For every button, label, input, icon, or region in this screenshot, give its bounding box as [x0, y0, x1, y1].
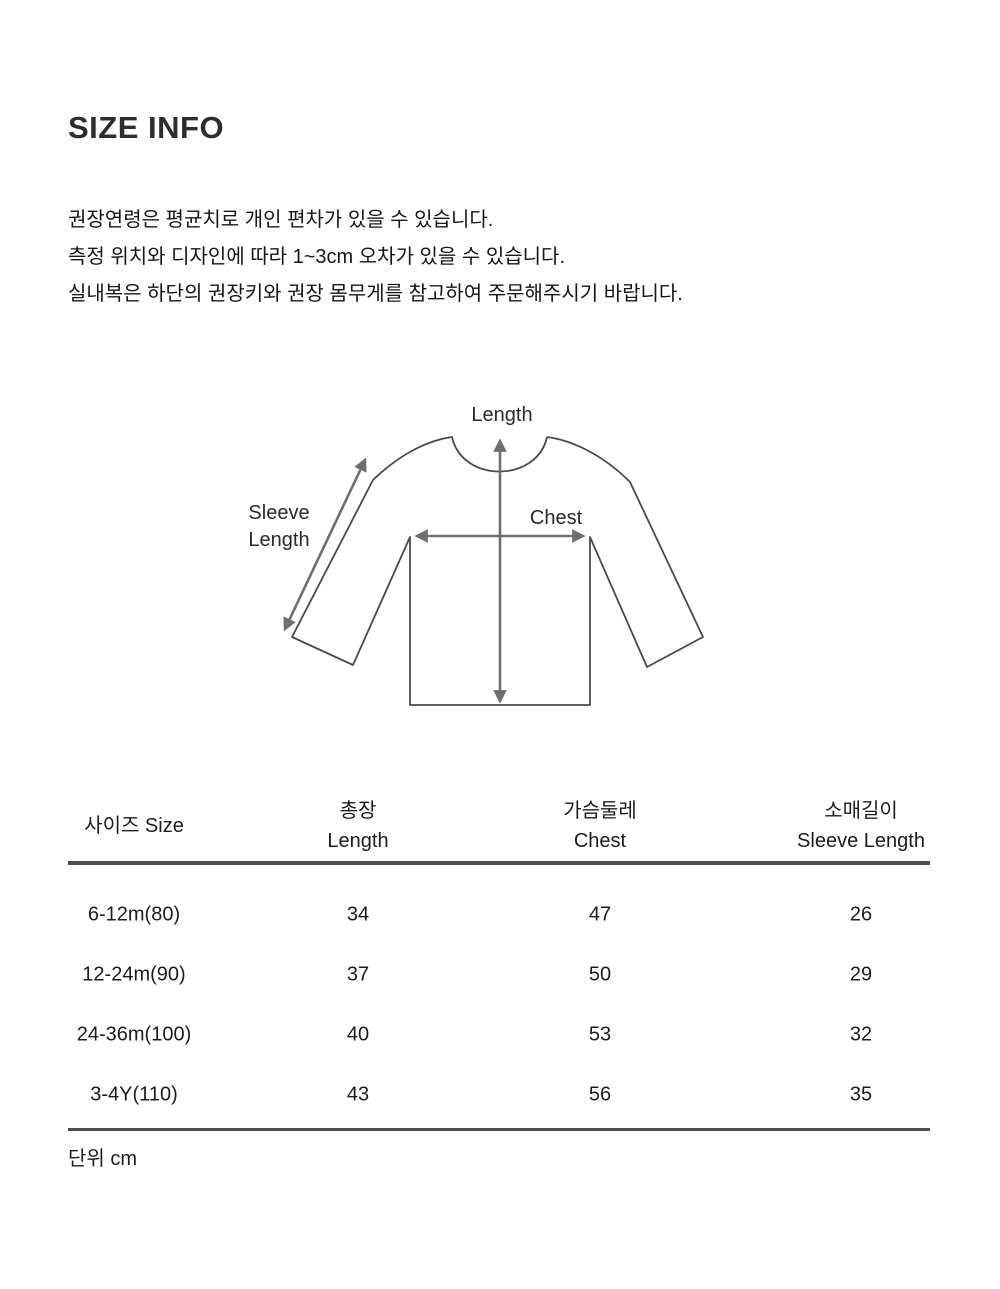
table-row: 6-12m(80) 34 47 26 — [68, 885, 930, 945]
sleeve-cell: 29 — [849, 963, 873, 986]
unit-label: 단위 cm — [68, 1148, 138, 1170]
length-cell: 40 — [346, 1023, 370, 1046]
table-bottom-line — [68, 1128, 930, 1131]
col-header-line: 사이즈 Size — [84, 815, 184, 837]
sleeve-length-arrow — [283, 457, 367, 632]
chest-cell: 47 — [588, 903, 612, 926]
chest-label: Chest — [530, 507, 583, 529]
col-header-chest: 가슴둘레 Chest — [563, 796, 637, 856]
chest-cell: 56 — [588, 1083, 612, 1106]
chest-cell: 53 — [588, 1023, 612, 1046]
col-header-line: Sleeve Length — [797, 830, 925, 852]
size-cell: 12-24m(90) — [82, 963, 186, 986]
note-line: 권장연령은 평균치로 개인 편차가 있을 수 있습니다. — [68, 209, 494, 231]
sleeve-label-line1: Sleeve — [248, 502, 309, 524]
table-row: 12-24m(90) 37 50 29 — [68, 945, 930, 1005]
length-cell: 34 — [346, 903, 370, 926]
length-cell: 43 — [346, 1083, 370, 1106]
size-notes: 권장연령은 평균치로 개인 편차가 있을 수 있습니다. 측정 위치와 디자인에… — [68, 202, 683, 313]
col-header-line: 가슴둘레 — [563, 800, 637, 822]
size-table-body: 6-12m(80) 34 47 26 12-24m(90) 37 50 29 2… — [68, 865, 930, 1125]
garment-measurement-diagram: Length Chest Sleeve Length — [248, 404, 704, 706]
col-header-size: 사이즈 Size — [84, 811, 184, 841]
note-line: 측정 위치와 디자인에 따라 1~3cm 오차가 있을 수 있습니다. — [68, 246, 565, 268]
page-title: SIZE INFO — [68, 110, 225, 145]
col-header-line: Chest — [573, 830, 627, 852]
sleeve-cell: 32 — [849, 1023, 873, 1046]
size-cell: 3-4Y(110) — [90, 1083, 178, 1106]
col-header-line: 소매길이 — [824, 800, 898, 822]
header-divider-line — [68, 861, 930, 865]
length-label: Length — [471, 404, 532, 426]
note-line: 실내복은 하단의 권장키와 권장 몸무게를 참고하여 주문해주시기 바랍니다. — [68, 283, 683, 305]
col-header-line: 총장 — [339, 800, 377, 822]
sleeve-cell: 35 — [849, 1083, 873, 1106]
sleeve-label-line2: Length — [248, 529, 309, 551]
size-cell: 6-12m(80) — [87, 903, 181, 926]
size-table-header: 사이즈 Size 총장 Length 가슴둘레 Chest 소매길이 Sleev… — [68, 791, 930, 861]
shirt-outline-graphic — [291, 436, 704, 706]
sleeve-cell: 26 — [849, 903, 873, 926]
col-header-line: Length — [327, 830, 389, 852]
size-table: 사이즈 Size 총장 Length 가슴둘레 Chest 소매길이 Sleev… — [68, 791, 930, 1171]
length-cell: 37 — [346, 963, 370, 986]
col-header-length: 총장 Length — [327, 796, 388, 856]
chest-cell: 50 — [588, 963, 612, 986]
size-cell: 24-36m(100) — [76, 1023, 192, 1046]
table-row: 3-4Y(110) 43 56 35 — [68, 1065, 930, 1125]
col-header-sleeve-length: 소매길이 Sleeve Length — [797, 796, 925, 856]
table-row: 24-36m(100) 40 53 32 — [68, 1005, 930, 1065]
